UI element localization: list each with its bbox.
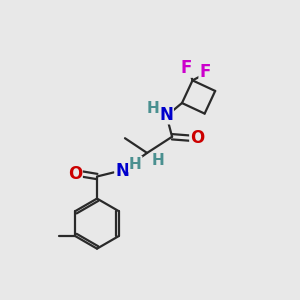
Text: N: N [115, 162, 129, 180]
Text: H: H [152, 153, 165, 168]
Text: F: F [181, 59, 192, 77]
Text: O: O [190, 129, 204, 147]
Text: F: F [199, 63, 211, 81]
Text: N: N [159, 106, 173, 124]
Text: H: H [147, 101, 159, 116]
Text: O: O [68, 165, 82, 183]
Text: H: H [129, 157, 142, 172]
